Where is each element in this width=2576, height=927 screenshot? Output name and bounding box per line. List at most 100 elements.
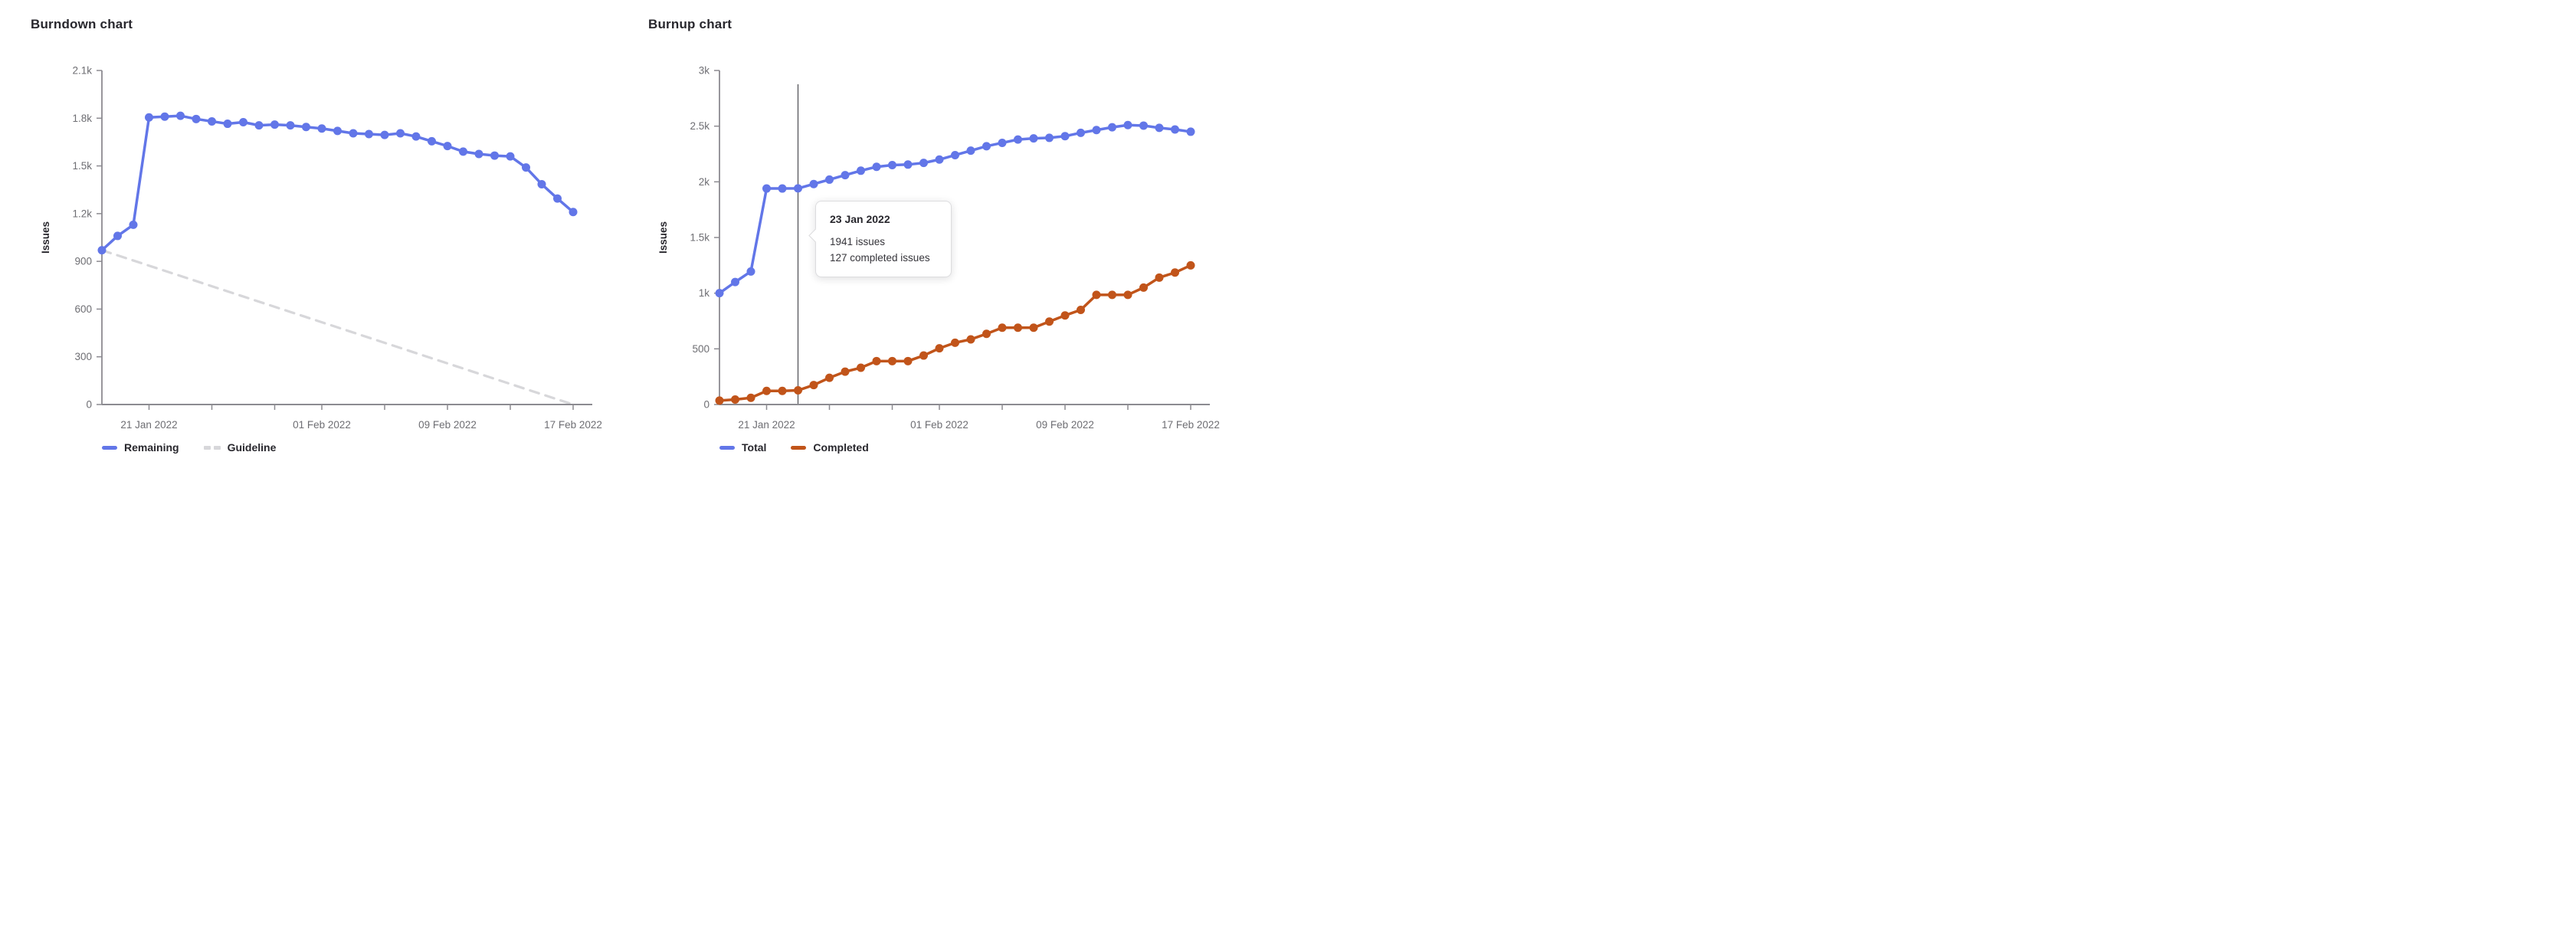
remaining-point[interactable] xyxy=(286,121,295,130)
total-point[interactable] xyxy=(998,138,1007,147)
total-point[interactable] xyxy=(951,150,959,159)
remaining-point[interactable] xyxy=(129,220,138,229)
total-point[interactable] xyxy=(1029,134,1038,143)
completed-point[interactable] xyxy=(1077,305,1085,314)
total-point[interactable] xyxy=(1014,135,1022,144)
total-point[interactable] xyxy=(794,184,802,193)
total-point[interactable] xyxy=(1186,127,1195,136)
remaining-point[interactable] xyxy=(239,117,247,126)
total-point[interactable] xyxy=(1077,128,1085,137)
total-point[interactable] xyxy=(966,146,975,156)
remaining-point[interactable] xyxy=(365,129,373,139)
completed-point[interactable] xyxy=(1060,311,1070,320)
chart-plot-area[interactable]: 3k 2.5k 2k 1.5k 1k 500 0 21 Jan 2022 01 Feb 2022… xyxy=(647,54,1260,437)
remaining-point[interactable] xyxy=(176,111,185,120)
total-point[interactable] xyxy=(1155,123,1164,133)
completed-point[interactable] xyxy=(1029,323,1038,332)
remaining-point[interactable] xyxy=(254,121,264,130)
remaining-point[interactable] xyxy=(97,246,107,255)
legend-item-remaining[interactable]: Remaining xyxy=(102,441,179,454)
total-point[interactable] xyxy=(1139,121,1148,130)
remaining-point[interactable] xyxy=(333,126,342,136)
completed-point[interactable] xyxy=(982,329,991,339)
completed-point[interactable] xyxy=(1171,268,1179,277)
total-point[interactable] xyxy=(1171,125,1179,134)
remaining-point[interactable] xyxy=(270,120,279,129)
completed-point[interactable] xyxy=(809,381,818,390)
completed-point[interactable] xyxy=(1092,290,1101,300)
completed-point[interactable] xyxy=(1155,273,1164,282)
total-point[interactable] xyxy=(903,160,913,169)
total-point[interactable] xyxy=(762,184,771,193)
remaining-point[interactable] xyxy=(208,116,216,126)
total-point[interactable] xyxy=(731,277,739,287)
total-point[interactable] xyxy=(1060,132,1070,141)
remaining-point[interactable] xyxy=(223,120,232,129)
completed-point[interactable] xyxy=(903,356,913,365)
chart-plot-area[interactable]: 2.1k 1.8k 1.5k 1.2k 900 600 300 0 21 Jan 2022 01 … xyxy=(29,54,642,437)
remaining-point[interactable] xyxy=(113,231,122,241)
completed-point[interactable] xyxy=(841,367,850,376)
completed-point[interactable] xyxy=(919,351,928,360)
remaining-point[interactable] xyxy=(396,129,405,138)
remaining-point[interactable] xyxy=(459,147,467,156)
remaining-point[interactable] xyxy=(553,194,562,203)
completed-point[interactable] xyxy=(888,356,896,365)
remaining-point[interactable] xyxy=(428,136,436,146)
total-point[interactable] xyxy=(982,142,991,151)
completed-point[interactable] xyxy=(778,386,787,395)
completed-point[interactable] xyxy=(825,373,834,382)
remaining-point[interactable] xyxy=(192,114,201,123)
completed-point[interactable] xyxy=(1123,290,1132,300)
completed-point[interactable] xyxy=(1014,323,1022,332)
legend-item-completed[interactable]: Completed xyxy=(791,441,869,454)
total-point[interactable] xyxy=(1123,120,1132,129)
total-point[interactable] xyxy=(841,171,850,180)
total-point[interactable] xyxy=(778,184,787,193)
remaining-point[interactable] xyxy=(569,208,578,217)
remaining-point[interactable] xyxy=(302,123,310,132)
completed-point[interactable] xyxy=(1045,317,1054,326)
remaining-point[interactable] xyxy=(380,130,389,139)
completed-point[interactable] xyxy=(998,323,1007,332)
legend-item-guideline[interactable]: Guideline xyxy=(203,441,276,454)
remaining-point[interactable] xyxy=(349,129,358,138)
remaining-point[interactable] xyxy=(506,152,515,161)
total-point[interactable] xyxy=(825,175,834,184)
remaining-point[interactable] xyxy=(411,132,421,141)
total-point[interactable] xyxy=(857,166,865,175)
completed-point[interactable] xyxy=(1108,290,1116,300)
burndown-chart[interactable]: 2.1k 1.8k 1.5k 1.2k 900 600 300 0 21 Jan 2022 01 … xyxy=(29,54,642,437)
total-point[interactable] xyxy=(715,289,724,298)
completed-point[interactable] xyxy=(872,356,881,365)
completed-point[interactable] xyxy=(746,393,755,402)
completed-point[interactable] xyxy=(1186,260,1195,270)
remaining-point[interactable] xyxy=(443,142,452,151)
remaining-point[interactable] xyxy=(317,124,326,133)
completed-point[interactable] xyxy=(951,338,959,347)
completed-point[interactable] xyxy=(731,395,739,404)
total-point[interactable] xyxy=(809,179,818,188)
total-point[interactable] xyxy=(1092,126,1101,135)
completed-point[interactable] xyxy=(794,386,802,395)
remaining-point[interactable] xyxy=(474,149,483,159)
remaining-point[interactable] xyxy=(160,112,169,121)
remaining-point[interactable] xyxy=(490,151,499,160)
total-point[interactable] xyxy=(872,162,881,172)
completed-point[interactable] xyxy=(857,363,865,372)
burnup-chart[interactable]: 3k 2.5k 2k 1.5k 1k 500 0 21 Jan 2022 01 Feb 2022… xyxy=(647,54,1260,437)
legend-item-total[interactable]: Total xyxy=(719,441,766,454)
total-point[interactable] xyxy=(1045,133,1054,142)
remaining-point[interactable] xyxy=(145,113,153,122)
total-point[interactable] xyxy=(888,161,896,170)
total-point[interactable] xyxy=(1108,123,1116,132)
remaining-point[interactable] xyxy=(537,179,546,188)
remaining-point[interactable] xyxy=(522,163,530,172)
completed-point[interactable] xyxy=(966,335,975,344)
total-point[interactable] xyxy=(935,155,944,164)
completed-point[interactable] xyxy=(1139,283,1148,292)
total-point[interactable] xyxy=(919,159,928,168)
completed-point[interactable] xyxy=(715,396,724,405)
completed-point[interactable] xyxy=(935,344,944,353)
total-point[interactable] xyxy=(746,267,755,276)
